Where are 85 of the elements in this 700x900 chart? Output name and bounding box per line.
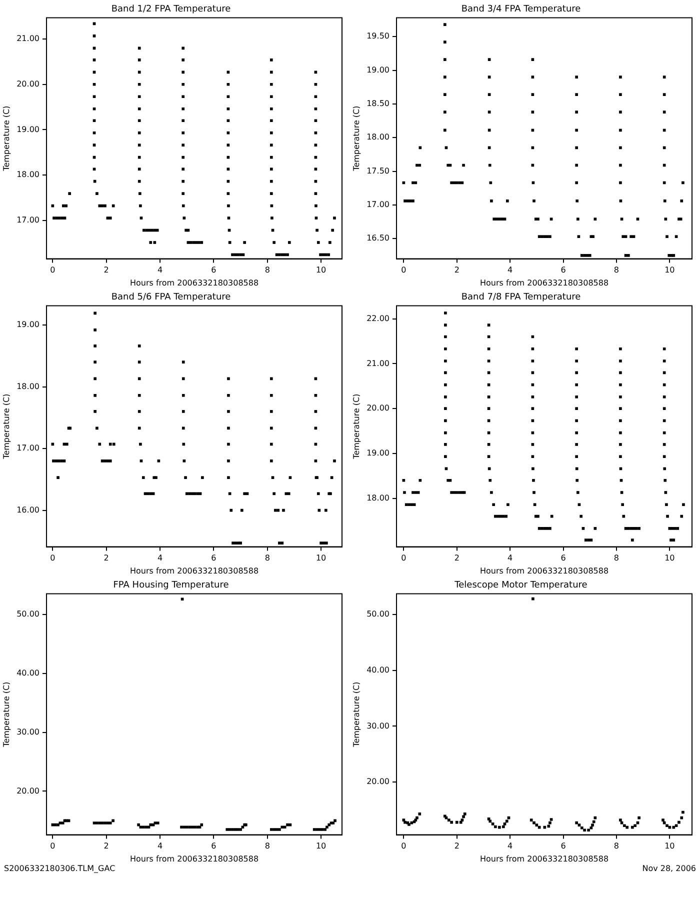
x-tick-label: 2: [104, 842, 109, 851]
x-tick-label: 2: [454, 554, 460, 563]
y-axis-title: Temperature (C): [2, 682, 11, 748]
chart-title: Band 5/6 FPA Temperature: [111, 292, 232, 303]
x-tick-label: 0: [50, 842, 56, 851]
x-tick-label: 10: [316, 842, 326, 851]
x-tick-label: 2: [104, 266, 109, 275]
x-tick-label: 4: [508, 554, 513, 563]
x-tick-label: 0: [50, 266, 56, 275]
x-tick-label: 2: [454, 842, 460, 851]
y-tick-label: 50.00: [366, 610, 390, 619]
y-tick-label: 30.00: [16, 727, 40, 736]
x-tick-label: 6: [211, 266, 216, 275]
y-axis-title: Temperature (C): [2, 394, 11, 460]
x-tick-label: 6: [211, 554, 216, 563]
y-tick-label: 17.50: [366, 166, 390, 176]
x-tick-label: 10: [664, 842, 675, 851]
x-tick-label: 6: [560, 554, 566, 563]
x-tick-label: 4: [157, 554, 163, 563]
x-tick-label: 2: [454, 266, 460, 275]
text: Nov 28, 2006: [641, 864, 697, 874]
x-tick-label: 0: [401, 554, 406, 563]
x-tick-label: 10: [316, 554, 326, 563]
x-tick-label: 6: [211, 842, 216, 851]
y-tick-label: 40.00: [366, 665, 390, 674]
y-tick-label: 19.00: [366, 448, 390, 458]
x-tick-label: 4: [157, 266, 163, 275]
y-tick-label: 19.50: [366, 32, 390, 41]
x-tick-label: 0: [401, 266, 406, 275]
y-tick-label: 21.00: [366, 358, 390, 368]
chart-title: Band 7/8 FPA Temperature: [461, 292, 582, 303]
x-tick-label: 8: [614, 842, 620, 851]
x-tick-label: 8: [264, 266, 270, 275]
chart-title: FPA Housing Temperature: [113, 580, 230, 591]
x-tick-label: 4: [508, 842, 513, 851]
chart-title: Telescope Motor Temperature: [454, 580, 588, 591]
y-tick-label: 21.00: [16, 34, 40, 44]
y-axis-title: Temperature (C): [352, 394, 361, 460]
y-tick-label: 22.00: [366, 314, 390, 323]
x-tick-label: 10: [664, 266, 675, 275]
y-tick-label: 19.00: [366, 65, 390, 74]
x-tick-label: 0: [50, 554, 56, 563]
y-tick-label: 40.00: [16, 668, 40, 678]
chart-title: Band 1/2 FPA Temperature: [111, 4, 232, 15]
x-tick-label: 8: [614, 266, 620, 275]
y-tick-label: 16.50: [366, 234, 390, 243]
x-tick-label: 0: [401, 842, 406, 851]
y-tick-label: 17.00: [16, 444, 40, 453]
y-axis-title: Temperature (C): [352, 682, 361, 748]
y-tick-label: 17.00: [16, 215, 40, 224]
y-tick-label: 20.00: [366, 404, 390, 413]
x-tick-label: 4: [508, 266, 513, 275]
y-tick-label: 20.00: [366, 777, 390, 786]
x-tick-label: 2: [104, 554, 109, 563]
x-tick-label: 4: [157, 842, 163, 851]
y-tick-label: 18.00: [366, 132, 390, 142]
x-axis-title: Hours from 2006332180308588: [480, 278, 609, 288]
x-tick-label: 6: [560, 266, 566, 275]
y-tick-label: 17.00: [366, 200, 390, 210]
x-tick-label: 10: [316, 266, 326, 275]
y-tick-label: 18.50: [366, 99, 390, 108]
x-axis-title: Hours from 2006332180308588: [480, 854, 609, 864]
y-axis-title: Temperature (C): [2, 106, 11, 172]
x-axis-title: Hours from 2006332180308588: [130, 566, 259, 576]
x-axis-title: Hours from 2006332180308588: [480, 566, 609, 576]
y-tick-label: 19.00: [16, 124, 40, 134]
y-tick-label: 18.00: [366, 493, 390, 502]
y-axis-title: Temperature (C): [352, 106, 361, 172]
y-tick-label: 16.00: [16, 505, 40, 514]
y-tick-label: 20.00: [16, 79, 40, 88]
x-tick-label: 8: [614, 554, 620, 563]
y-tick-label: 20.00: [16, 786, 40, 796]
chart-title: Band 3/4 FPA Temperature: [461, 4, 582, 15]
y-tick-label: 18.00: [16, 382, 40, 391]
y-tick-label: 19.00: [16, 320, 40, 330]
x-tick-label: 10: [664, 554, 675, 563]
y-tick-label: 18.00: [16, 170, 40, 180]
x-axis-title: Hours from 2006332180308588: [130, 278, 259, 288]
x-tick-label: 8: [264, 554, 270, 563]
x-tick-label: 8: [264, 842, 270, 851]
y-tick-label: 50.00: [16, 610, 40, 618]
x-tick-label: 6: [560, 842, 566, 851]
x-axis-title: Hours from 2006332180308588: [130, 854, 259, 864]
text: S2006332180306.TLM_GAC: [3, 864, 116, 874]
y-tick-label: 30.00: [366, 721, 390, 730]
